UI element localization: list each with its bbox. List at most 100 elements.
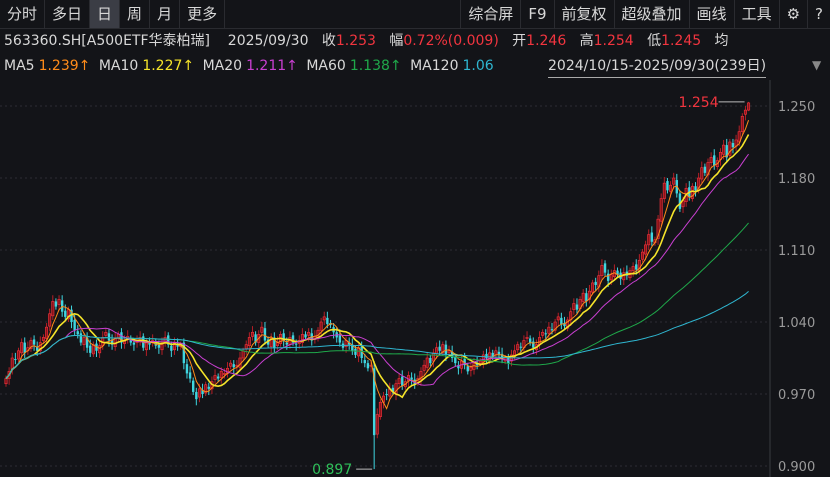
- candle-body: [167, 335, 170, 345]
- f9-button[interactable]: F9: [521, 0, 555, 28]
- candle-body: [229, 362, 233, 367]
- candle-body: [304, 334, 307, 338]
- candle-body: [85, 337, 89, 348]
- close-label: 收: [321, 33, 336, 49]
- candle-body: [23, 342, 26, 353]
- tab-more[interactable]: 更多: [180, 0, 226, 28]
- candle-body: [188, 372, 192, 379]
- draw-line-button[interactable]: 画线: [690, 0, 735, 28]
- candle-body: [713, 155, 716, 166]
- candle-body: [195, 391, 198, 400]
- candle-body: [260, 326, 264, 333]
- candle-body: [609, 274, 613, 281]
- candle-body: [541, 331, 545, 336]
- candle-body: [120, 332, 123, 343]
- candle-body: [454, 356, 457, 364]
- candle-body: [703, 166, 707, 173]
- candle-body: [401, 376, 404, 386]
- ma60-value: 1.138↑: [349, 58, 402, 74]
- candle-body: [157, 344, 161, 348]
- tab-monthly[interactable]: 月: [150, 0, 181, 28]
- candle-body: [497, 351, 501, 355]
- candle-body: [422, 364, 426, 371]
- candle-body: [566, 319, 570, 329]
- candle-body: [73, 319, 76, 331]
- candle-body: [725, 145, 728, 158]
- candle-body: [185, 364, 189, 374]
- candle-body: [348, 342, 351, 345]
- candle-body: [378, 401, 382, 417]
- candle-body: [326, 317, 329, 325]
- tools-button[interactable]: 工具: [735, 0, 780, 28]
- ma20-line: [5, 153, 749, 386]
- candle-body: [64, 310, 67, 317]
- candle-body: [170, 345, 173, 351]
- security-code: 563360.SH[A500ETF华泰柏瑞]: [4, 33, 210, 49]
- candle-body: [435, 347, 439, 355]
- y-tick-label: 0.900: [778, 460, 815, 475]
- candle-body: [10, 357, 14, 370]
- candle-body: [307, 331, 311, 336]
- toolbar: 分时 多日 日 周 月 更多 综合屏 F9 前复权 超级叠加 画线 工具 ⚙ ?: [0, 0, 830, 29]
- candle-body: [469, 366, 473, 371]
- tab-weekly[interactable]: 周: [120, 0, 151, 28]
- super-overlay-button[interactable]: 超级叠加: [615, 0, 690, 28]
- candle-body: [129, 338, 132, 343]
- candle-body: [54, 301, 58, 307]
- candle-body: [300, 334, 304, 343]
- candle-body: [182, 342, 186, 364]
- candle-body: [294, 343, 298, 345]
- candle-body: [82, 337, 86, 345]
- help-icon[interactable]: ?: [815, 5, 823, 23]
- high-value: 1.254: [593, 33, 634, 49]
- candle-body: [731, 143, 735, 148]
- ma120-value: 1.06: [462, 58, 494, 74]
- max-price-label: 1.254: [679, 95, 719, 111]
- candle-body: [285, 342, 288, 345]
- y-tick-label: 0.970: [778, 388, 815, 403]
- ma5-label: MA5: [4, 58, 35, 74]
- candle-body: [32, 339, 36, 345]
- low-value: 1.245: [661, 33, 702, 49]
- composite-screen-button[interactable]: 综合屏: [460, 0, 522, 28]
- candle-body: [556, 316, 560, 321]
- date-range-selector[interactable]: 2024/10/15-2025/09/30(239日): [548, 55, 767, 78]
- candle-body: [176, 344, 179, 347]
- tab-daily[interactable]: 日: [90, 0, 121, 28]
- candle-body: [144, 342, 148, 351]
- candle-body: [572, 303, 576, 310]
- dropdown-triangle-icon[interactable]: ▼: [812, 58, 822, 72]
- candle-body: [666, 181, 669, 191]
- candle-body: [740, 115, 744, 133]
- gear-icon[interactable]: ⚙: [780, 0, 809, 28]
- candle-body: [254, 334, 257, 343]
- candle-body: [447, 350, 451, 354]
- candle-body: [419, 371, 423, 380]
- candle-body: [360, 346, 363, 358]
- candle-body: [16, 350, 20, 360]
- tab-multi-day[interactable]: 多日: [45, 0, 91, 28]
- candle-body: [656, 218, 660, 239]
- ma120-line: [5, 290, 749, 379]
- candle-body: [322, 316, 326, 321]
- candle-body: [737, 131, 741, 143]
- candle-body: [647, 234, 651, 246]
- quote-info: 563360.SH[A500ETF华泰柏瑞] 2025/09/30 收1.253…: [4, 30, 729, 52]
- ma60-line: [5, 222, 749, 379]
- candle-body: [603, 263, 607, 273]
- candle-body: [491, 352, 494, 357]
- candle-body: [213, 375, 217, 380]
- forward-adjust-button[interactable]: 前复权: [555, 0, 615, 28]
- candle-body: [263, 328, 267, 341]
- high-label: 高: [579, 33, 594, 49]
- candle-body: [273, 337, 276, 348]
- candle-body: [631, 266, 635, 271]
- candle-body: [635, 264, 638, 270]
- candle-body: [485, 353, 488, 358]
- candle-body: [585, 293, 588, 302]
- open-label: 开: [512, 33, 527, 49]
- candle-body: [79, 333, 83, 343]
- candle-body: [700, 167, 704, 180]
- tab-intraday[interactable]: 分时: [0, 0, 46, 28]
